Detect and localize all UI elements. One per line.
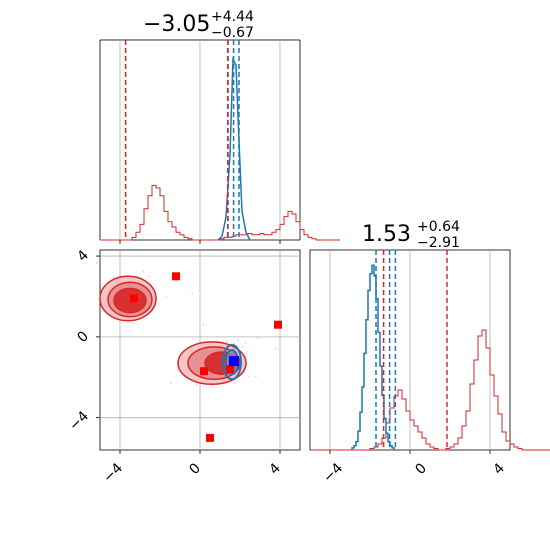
scatter-sample [147,275,150,278]
param1-histograms [100,40,340,241]
marker-red-square [206,433,214,442]
tick-marks [96,240,491,454]
scatter-sample [169,382,172,385]
param2-xtick-label: 0 [412,460,430,478]
param2-xtick-label: 4 [490,460,508,478]
param1-title-value: −3.05 [143,12,210,37]
scatter-sample [232,382,235,385]
joint-ytick-label: −4 [66,408,92,434]
param2-title: 1.53 [362,222,411,247]
param1-title-plus: +4.44 [211,9,254,25]
param2-hist-blue [351,264,395,450]
scatter-sample [244,341,247,344]
joint-xtick-label: 4 [266,460,284,478]
contour-blue [222,343,242,381]
marker-red-square [226,365,234,374]
param2-histograms [310,250,550,451]
joint-ytick-label: 0 [74,328,92,346]
marker-red-square [172,272,180,281]
scatter-sample [185,378,188,381]
scatter-sample [98,276,101,279]
scatter-sample [243,371,246,374]
scatter-sample [247,375,250,378]
scatter-sample [274,347,277,350]
param1-title: −3.05 [143,12,210,37]
joint-xtick-label: 0 [186,460,204,478]
scatter-sample [226,340,228,343]
scatter-sample [157,303,160,305]
joint-xtick-label: −4 [100,460,126,486]
param2-title-value: 1.53 [362,222,411,247]
scatter-sample [131,322,134,325]
scatter-sample [202,324,205,326]
param2-title-minus: −2.91 [417,235,460,251]
marker-red-square [130,294,138,303]
scatter-sample [195,383,198,386]
param2-xtick-label: −4 [320,460,346,486]
scatter-sample [112,276,115,279]
marker-blue-square [229,356,239,367]
scatter-sample [237,339,239,342]
param1-hist-red [100,184,340,241]
param2-hist-red [310,329,550,451]
scatter-sample [96,262,98,265]
joint-distribution [96,262,282,442]
joint-ytick-label: 4 [74,247,92,265]
scatter-sample [256,337,259,340]
scatter-sample [254,376,257,378]
scatter-sample [191,292,194,295]
marker-red-square [200,367,208,376]
param1-hist-blue [217,56,251,241]
scatter-sample [241,345,244,348]
param2-title-plus: +0.64 [417,219,460,235]
scatter-sample [165,296,168,299]
scatter-sample [245,351,248,353]
scatter-sample [235,381,238,384]
marker-red-square [274,320,282,329]
scatter-sample [233,342,235,345]
scatter-sample [142,270,145,273]
param1-title-minus: −0.67 [211,25,254,41]
